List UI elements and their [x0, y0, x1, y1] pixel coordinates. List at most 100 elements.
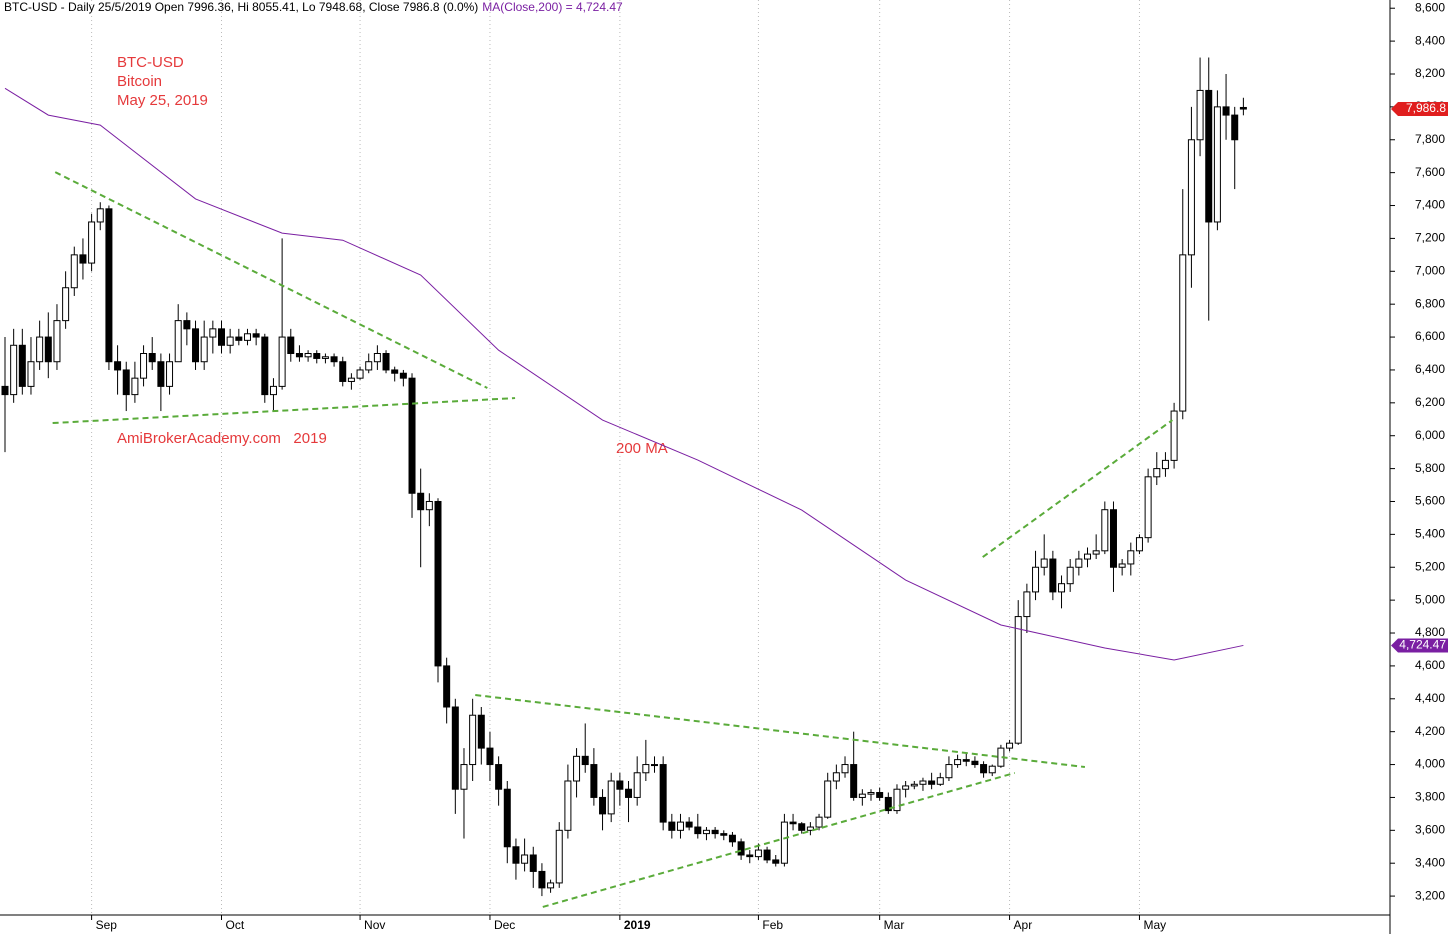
candle-body	[971, 760, 979, 766]
y-tick-label: 8,600	[1415, 0, 1445, 14]
x-tick-label: Dec	[494, 918, 515, 932]
y-tick-label: 6,000	[1415, 428, 1445, 442]
candle-body	[105, 208, 113, 363]
candle-body	[798, 823, 806, 831]
y-tick-label: 7,800	[1415, 132, 1445, 146]
candle-body	[1109, 509, 1117, 568]
candle-body	[1231, 114, 1239, 141]
candle-body	[122, 369, 130, 396]
y-tick-label: 8,200	[1415, 66, 1445, 80]
annotation: BTC-USD	[117, 54, 184, 71]
candle-body	[70, 254, 78, 289]
candle-body	[243, 333, 251, 341]
candle-body	[685, 821, 693, 828]
annotation: May 25, 2019	[117, 92, 208, 109]
candle-body	[373, 353, 381, 363]
y-tick-label: 6,200	[1415, 395, 1445, 409]
candle-body	[36, 336, 44, 363]
candle-body	[945, 764, 953, 779]
y-tick-label: 4,200	[1415, 724, 1445, 738]
candle-body	[477, 714, 485, 749]
candle-body	[910, 783, 918, 787]
candle-body	[1023, 591, 1031, 618]
candle-body	[140, 353, 148, 379]
candle-body	[815, 816, 823, 828]
candle-body	[720, 833, 728, 836]
candle-body	[62, 287, 70, 322]
candle-body	[694, 826, 702, 835]
candle-body	[96, 208, 104, 223]
trendline	[54, 171, 488, 389]
y-tick-label: 8,400	[1415, 33, 1445, 47]
candle-body	[295, 353, 303, 358]
candle-body	[538, 870, 546, 889]
candle-body	[763, 849, 771, 861]
candle-body	[339, 361, 347, 382]
candle-body	[1118, 563, 1126, 568]
x-tick-label: Sep	[96, 918, 118, 932]
candle-body	[503, 788, 511, 848]
candle-body	[399, 372, 407, 379]
candle-body	[417, 492, 425, 511]
candle-body	[512, 846, 520, 864]
candle-body	[131, 377, 139, 396]
candle-body	[1127, 550, 1135, 565]
candle-body	[702, 829, 710, 835]
candle-body	[1196, 89, 1204, 141]
candle-body	[434, 500, 442, 667]
candle-body	[1084, 553, 1091, 560]
candle-body	[902, 785, 910, 790]
candle-body	[780, 821, 788, 864]
candle-body	[616, 780, 624, 790]
candle-body	[200, 336, 208, 363]
candle-body	[365, 361, 373, 371]
candle-body	[876, 792, 884, 798]
price-tag-label: 7,986.8	[1406, 101, 1446, 115]
candle-body	[278, 336, 286, 387]
candle-body	[460, 764, 468, 790]
candle-body	[599, 796, 607, 815]
x-tick-label: Nov	[364, 918, 385, 932]
candle-body	[772, 859, 780, 864]
y-tick-label: 5,200	[1415, 559, 1445, 573]
x-tick-label: Apr	[1014, 918, 1033, 932]
candle-body	[1239, 106, 1247, 110]
candle-body	[1014, 616, 1022, 744]
y-tick-label: 7,600	[1415, 165, 1445, 179]
candle-body	[746, 854, 754, 858]
candle-body	[1135, 537, 1143, 552]
candle-body	[590, 764, 598, 798]
candle-body	[754, 849, 762, 858]
candle-body	[529, 854, 537, 872]
candle-body	[832, 772, 840, 782]
chart-title: BTC-USD - Daily 25/5/2019 Open 7996.36, …	[4, 0, 478, 14]
y-tick-label: 3,200	[1415, 888, 1445, 902]
candle-body	[183, 320, 191, 330]
candle-body	[728, 834, 736, 843]
y-tick-label: 6,600	[1415, 329, 1445, 343]
annotation: 200 MA	[616, 440, 668, 457]
candle-body	[1170, 410, 1178, 461]
candle-body	[1066, 566, 1074, 585]
price-tag	[1391, 102, 1448, 117]
candle-body	[252, 333, 260, 338]
y-tick-label: 3,600	[1415, 822, 1445, 836]
candle-body	[1144, 476, 1152, 539]
candle-body	[980, 764, 988, 774]
y-tick-label: 4,600	[1415, 658, 1445, 672]
candle-body	[919, 780, 927, 785]
candle-body	[521, 854, 529, 864]
candle-body	[486, 747, 494, 766]
y-tick-label: 5,800	[1415, 461, 1445, 475]
candle-body	[676, 821, 684, 831]
candle-body	[347, 377, 355, 382]
y-tick-label: 4,400	[1415, 691, 1445, 705]
ma-title: MA(Close,200) = 4,724.47	[482, 0, 623, 14]
candle-body	[824, 780, 832, 818]
candle-body	[148, 353, 156, 363]
candle-body	[408, 377, 416, 494]
candle-body	[356, 369, 364, 379]
candle-body	[564, 780, 572, 831]
y-tick-label: 5,600	[1415, 494, 1445, 508]
candle-body	[625, 788, 633, 798]
